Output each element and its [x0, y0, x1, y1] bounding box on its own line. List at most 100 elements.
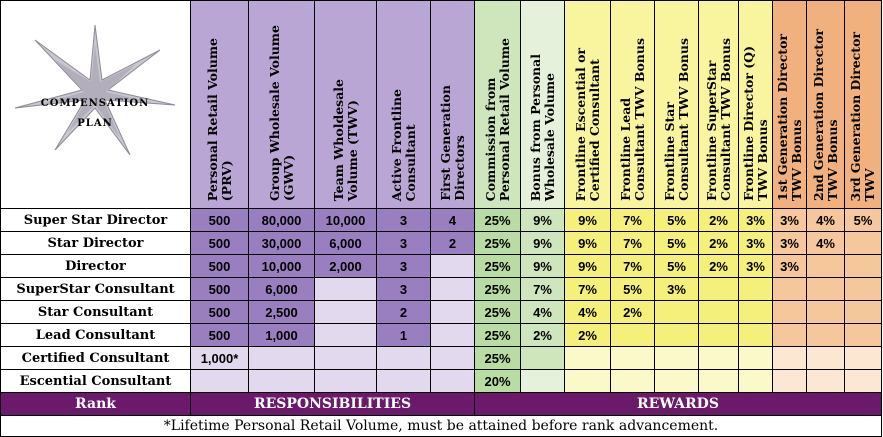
table-cell: [806, 277, 845, 301]
table-row: Director 500 10,000 2,000 3 25% 9% 9% 7% 5% 2% 3% 3%: [0, 254, 882, 278]
table-cell: 25%: [474, 277, 521, 301]
header-active-frontline: Active Frontline Consultant: [376, 0, 431, 209]
table-cell: [520, 346, 565, 370]
rank-label: Super Star Director: [0, 208, 191, 232]
header-1st-gen-director: 1st Generation Director TWV Bonus: [772, 0, 807, 209]
header-prv: Personal Retail Volume (PRV): [190, 0, 249, 209]
table-cell: [430, 254, 475, 278]
table-cell: 4%: [806, 231, 845, 255]
table-row: Certified Consultant 1,000* 25%: [0, 346, 882, 370]
table-cell: 25%: [474, 254, 521, 278]
table-cell: [654, 346, 699, 370]
table-cell: 7%: [610, 208, 655, 232]
footer-responsibilities: RESPONSIBILITIES: [190, 392, 475, 416]
table-cell: 5%: [654, 254, 699, 278]
table-cell: [314, 369, 377, 393]
table-cell: 2%: [698, 231, 739, 255]
table-cell: 9%: [520, 254, 565, 278]
table-cell: 6,000: [248, 277, 315, 301]
table-cell: [844, 346, 882, 370]
table-cell: 7%: [610, 231, 655, 255]
header-frontline-director: Frontline Director (Q) TWV Bonus: [738, 0, 773, 209]
table-cell: [564, 346, 611, 370]
table-cell: 25%: [474, 300, 521, 324]
header-3rd-gen-director: 3rd Generation Director TWV: [844, 0, 882, 209]
table-cell: [430, 346, 475, 370]
table-cell: 3: [376, 231, 431, 255]
table-cell: 500: [190, 323, 249, 347]
table-cell: 2,000: [314, 254, 377, 278]
table-row: Escential Consultant 20%: [0, 369, 882, 393]
table-cell: [248, 346, 315, 370]
footer-rewards: REWARDS: [474, 392, 882, 416]
header-frontline-superstar: Frontline SuperStar Consultant TWV Bonus: [698, 0, 739, 209]
table-cell: [772, 323, 807, 347]
table-cell: 7%: [564, 277, 611, 301]
table-cell: 2%: [520, 323, 565, 347]
table-cell: [772, 300, 807, 324]
table-cell: [698, 369, 739, 393]
table-cell: 10,000: [314, 208, 377, 232]
table-cell: 25%: [474, 346, 521, 370]
table-cell: [738, 277, 773, 301]
table-cell: 4%: [520, 300, 565, 324]
table-cell: 5%: [844, 208, 882, 232]
table-cell: 3%: [772, 208, 807, 232]
table-cell: 9%: [564, 208, 611, 232]
header-frontline-star: Frontline Star Consultant TWV Bonus: [654, 0, 699, 209]
table-row: Star Director 500 30,000 6,000 3 2 25% 9% 9% 7% 5%…: [0, 231, 882, 255]
table-cell: 3%: [772, 231, 807, 255]
table-cell: [844, 277, 882, 301]
table-cell: [806, 323, 845, 347]
rank-label: Escential Consultant: [0, 369, 191, 393]
table-cell: 2%: [610, 300, 655, 324]
table-cell: 7%: [520, 277, 565, 301]
table-cell: [698, 346, 739, 370]
table-cell: [610, 346, 655, 370]
table-cell: [564, 369, 611, 393]
table-cell: 3%: [738, 208, 773, 232]
header-frontline-escential: Frontline Escential or Certified Consult…: [564, 0, 611, 209]
table-cell: [844, 231, 882, 255]
table-cell: 9%: [520, 208, 565, 232]
table-cell: 30,000: [248, 231, 315, 255]
table-cell: 3%: [772, 254, 807, 278]
table-cell: [772, 369, 807, 393]
rank-label: Star Consultant: [0, 300, 191, 324]
table-cell: 2,500: [248, 300, 315, 324]
table-cell: 500: [190, 231, 249, 255]
table-cell: 5%: [654, 208, 699, 232]
table-cell: [806, 300, 845, 324]
table-cell: 80,000: [248, 208, 315, 232]
table-cell: 2%: [698, 208, 739, 232]
table-cell: 1: [376, 323, 431, 347]
table-cell: [772, 277, 807, 301]
table-cell: [610, 369, 655, 393]
table-cell: [248, 369, 315, 393]
footnote: *Lifetime Personal Retail Volume, must b…: [0, 415, 882, 437]
header-bonus-pwv: Bonus from Personal Wholesale Volume: [520, 0, 565, 209]
table-cell: 500: [190, 208, 249, 232]
table-cell: [806, 369, 845, 393]
table-cell: 3%: [738, 254, 773, 278]
table-cell: 10,000: [248, 254, 315, 278]
table-cell: [738, 323, 773, 347]
table-cell: [430, 277, 475, 301]
table-cell: 4: [430, 208, 475, 232]
table-cell: [806, 254, 845, 278]
table-cell: 1,000: [248, 323, 315, 347]
table-cell: [314, 346, 377, 370]
table-cell: 500: [190, 254, 249, 278]
table-cell: 5%: [610, 277, 655, 301]
table-cell: [698, 277, 739, 301]
table-cell: 3: [376, 277, 431, 301]
logo-text: COMPENSATION PLAN: [40, 98, 150, 129]
table-cell: 7%: [610, 254, 655, 278]
table-row: SuperStar Consultant 500 6,000 3 25% 7% 7% 5% 3%: [0, 277, 882, 301]
table-cell: 2: [430, 231, 475, 255]
table-cell: 500: [190, 277, 249, 301]
table-row: Super Star Director 500 80,000 10,000 3 4 25% 9…: [0, 208, 882, 232]
table-row: Star Consultant 500 2,500 2 25% 4% 4% 2%: [0, 300, 882, 324]
table-cell: [844, 369, 882, 393]
